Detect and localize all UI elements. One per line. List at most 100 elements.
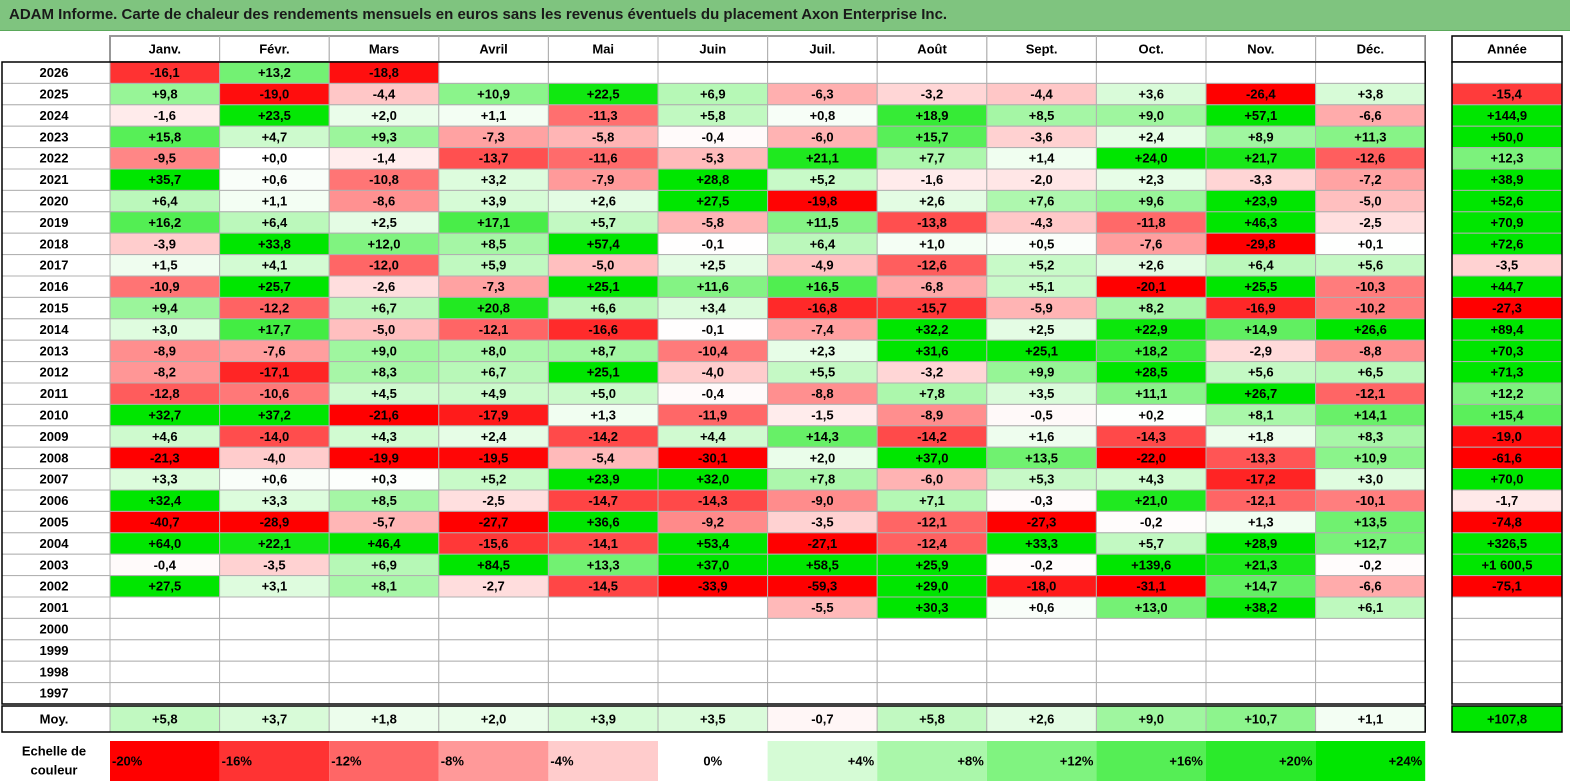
value-label: +1,3 — [1248, 515, 1274, 530]
avg-value-label: -0,7 — [811, 711, 833, 726]
value-label: -17,1 — [260, 365, 290, 380]
annual-value-label: +70,9 — [1491, 215, 1524, 230]
value-label: +84,5 — [477, 557, 510, 572]
heat-cell — [438, 61, 549, 84]
value-label: +6,6 — [590, 301, 616, 316]
value-label: -10,2 — [1356, 301, 1386, 316]
month-header-8: Août — [917, 41, 947, 56]
value-label: +64,0 — [148, 536, 181, 551]
year-label-2017: 2017 — [40, 258, 69, 273]
value-label: +8,2 — [1138, 301, 1164, 316]
value-label: +2,4 — [1138, 129, 1164, 144]
annual-value-label: -19,0 — [1492, 429, 1522, 444]
scale-swatch — [110, 741, 220, 781]
heat-cell — [328, 639, 440, 662]
avg-cell — [986, 705, 1097, 733]
value-label: -17,2 — [1246, 472, 1276, 487]
year-label-2026: 2026 — [40, 65, 69, 80]
value-label: +29,0 — [916, 579, 949, 594]
heat-cell — [657, 660, 769, 684]
value-label: -7,2 — [1359, 172, 1381, 187]
value-label: +32,7 — [148, 408, 181, 423]
heat-cell — [1315, 617, 1426, 641]
value-label: +8,5 — [1029, 108, 1055, 123]
value-label: -19,9 — [369, 450, 399, 465]
month-header-10: Oct. — [1139, 41, 1164, 56]
avg-value-label: +5,8 — [152, 711, 178, 726]
title-bar: ADAM Informe. Carte de chaleur des rende… — [0, 0, 1570, 31]
value-label: -5,0 — [1359, 194, 1381, 209]
heat-cell — [876, 682, 988, 705]
value-label: -0,2 — [1140, 515, 1162, 530]
value-label: -12,6 — [1356, 151, 1386, 166]
value-label: +32,0 — [696, 472, 729, 487]
value-label: -12,0 — [369, 258, 399, 273]
value-label: +21,0 — [1135, 493, 1168, 508]
value-label: +14,7 — [1244, 579, 1277, 594]
value-label: +7,6 — [1029, 194, 1055, 209]
value-label: -12,4 — [917, 536, 947, 551]
annual-header: Année — [1487, 41, 1527, 56]
value-label: +53,4 — [696, 536, 730, 551]
value-label: +25,5 — [1244, 279, 1277, 294]
annual-value-label: -75,1 — [1492, 579, 1522, 594]
month-header-5: Mai — [592, 41, 614, 56]
heat-cell — [1205, 639, 1317, 662]
value-label: -13,7 — [479, 151, 509, 166]
heat-cell — [328, 660, 440, 684]
value-label: +6,4 — [810, 236, 836, 251]
value-label: -18,0 — [1027, 579, 1057, 594]
value-label: -4,0 — [263, 450, 285, 465]
month-header-7: Juil. — [809, 41, 835, 56]
value-label: +12,7 — [1354, 536, 1387, 551]
value-label: -1,5 — [811, 408, 833, 423]
scale-label: +24% — [1389, 753, 1423, 768]
value-label: +139,6 — [1131, 557, 1171, 572]
value-label: +3,1 — [262, 579, 288, 594]
year-label-2010: 2010 — [40, 408, 69, 423]
year-label-2007: 2007 — [40, 472, 69, 487]
year-label-2005: 2005 — [40, 515, 69, 530]
value-label: -10,4 — [698, 343, 728, 358]
value-label: +2,3 — [1138, 172, 1164, 187]
heat-cell — [1315, 660, 1426, 684]
value-label: -40,7 — [150, 515, 180, 530]
annual-value-label: -15,4 — [1492, 87, 1522, 102]
annual-border — [1451, 61, 1563, 705]
value-label: -8,9 — [921, 408, 943, 423]
heat-cell — [1205, 660, 1317, 684]
month-header-6: Juin — [699, 41, 726, 56]
scale-title-line: Echelle de — [22, 743, 86, 758]
value-label: -28,9 — [260, 515, 290, 530]
value-label: +14,9 — [1244, 322, 1277, 337]
annual-value-label: +71,3 — [1491, 365, 1524, 380]
value-label: +25,1 — [1025, 343, 1058, 358]
value-label: +2,6 — [919, 194, 945, 209]
value-label: -30,1 — [698, 450, 728, 465]
value-label: -16,1 — [150, 65, 180, 80]
value-label: +5,6 — [1358, 258, 1384, 273]
value-label: -12,6 — [917, 258, 947, 273]
value-label: +8,5 — [481, 236, 507, 251]
heat-cell — [1315, 639, 1426, 662]
value-label: -8,6 — [373, 194, 395, 209]
value-label: -0,2 — [1359, 557, 1381, 572]
heat-cell — [1095, 617, 1207, 641]
value-label: +3,6 — [1138, 87, 1164, 102]
value-label: +2,5 — [371, 215, 397, 230]
value-label: -14,3 — [698, 493, 728, 508]
scale-swatch — [219, 741, 330, 781]
value-label: +2,0 — [810, 450, 836, 465]
heat-cell — [328, 617, 440, 641]
value-label: +27,5 — [148, 579, 181, 594]
value-label: -27,7 — [479, 515, 509, 530]
annual-value-label: +1 600,5 — [1482, 557, 1533, 572]
value-label: -10,3 — [1356, 279, 1386, 294]
value-label: -14,0 — [260, 429, 290, 444]
heat-cell — [876, 639, 988, 662]
value-label: +8,1 — [371, 579, 397, 594]
year-label-2001: 2001 — [40, 600, 69, 615]
value-label: -6,0 — [921, 472, 943, 487]
heat-cell — [438, 682, 549, 705]
value-label: +3,2 — [481, 172, 507, 187]
